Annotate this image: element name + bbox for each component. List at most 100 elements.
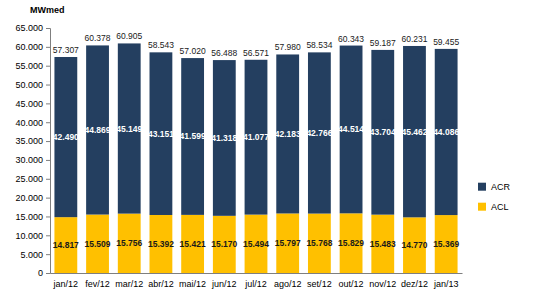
y-axis-line bbox=[46, 29, 51, 274]
data-label: 44.514 bbox=[338, 124, 364, 134]
data-label: 15.509 bbox=[85, 239, 111, 249]
y-tick-label: 45.000 bbox=[15, 99, 43, 109]
chart: 05.00010.00015.00020.00025.00030.00035.0… bbox=[0, 0, 550, 305]
data-label: 43.151 bbox=[148, 129, 174, 139]
y-tick-mark bbox=[46, 103, 50, 104]
y-tick-label: 0 bbox=[38, 268, 43, 278]
data-label: 15.829 bbox=[338, 238, 364, 248]
total-label: 58.543 bbox=[148, 40, 174, 50]
x-tick-label: jun/12 bbox=[211, 279, 237, 289]
x-tick-label: dez/12 bbox=[401, 279, 428, 289]
data-label: 43.704 bbox=[370, 127, 396, 137]
x-tick-label: out/12 bbox=[339, 279, 364, 289]
data-label: 15.768 bbox=[306, 238, 332, 248]
y-tick-label: 35.000 bbox=[15, 136, 43, 146]
data-label: 42.490 bbox=[53, 132, 79, 142]
x-tick-label: ago/12 bbox=[274, 279, 302, 289]
x-tick-label: jul/12 bbox=[244, 279, 267, 289]
x-tick: nov/12 bbox=[369, 273, 396, 289]
data-label: 14.770 bbox=[401, 240, 427, 250]
data-label: 41.318 bbox=[211, 133, 237, 143]
y-tick-label: 15.000 bbox=[15, 212, 43, 222]
data-label: 41.599 bbox=[180, 131, 206, 141]
x-tick: fev/12 bbox=[85, 273, 110, 289]
y-tick-mark bbox=[46, 273, 50, 274]
total-label: 59.455 bbox=[433, 37, 459, 47]
y-tick: 0 bbox=[38, 268, 50, 278]
data-label: 15.170 bbox=[211, 239, 237, 249]
y-tick-mark bbox=[46, 160, 50, 161]
y-tick-label: 20.000 bbox=[15, 193, 43, 203]
y-tick-mark bbox=[46, 235, 50, 236]
x-tick-label: fev/12 bbox=[85, 279, 110, 289]
legend-swatch bbox=[478, 203, 486, 211]
y-tick-mark bbox=[46, 47, 50, 48]
legend-item: ACL bbox=[478, 202, 509, 212]
y-tick-label: 5.000 bbox=[20, 250, 43, 260]
x-tick: jan/12 bbox=[53, 273, 79, 289]
data-label: 42.766 bbox=[306, 128, 332, 138]
total-label: 59.187 bbox=[370, 38, 396, 48]
x-tick: mar/12 bbox=[115, 273, 143, 289]
y-axis: 05.00010.00015.00020.00025.00030.00035.0… bbox=[15, 23, 50, 278]
x-tick-label: set/12 bbox=[307, 279, 332, 289]
y-tick: 5.000 bbox=[20, 250, 50, 260]
total-label: 58.534 bbox=[306, 40, 332, 50]
data-label: 15.421 bbox=[180, 239, 206, 249]
data-label: 15.797 bbox=[275, 238, 301, 248]
total-label: 56.488 bbox=[211, 48, 237, 58]
total-label: 60.231 bbox=[401, 34, 427, 44]
x-tick: jul/12 bbox=[244, 273, 267, 289]
x-tick: mai/12 bbox=[179, 273, 206, 289]
x-axis: jan/12 fev/12 mar/12 abr/12 mai/12 jun/12 jul/… bbox=[51, 273, 463, 289]
x-tick: jun/12 bbox=[211, 273, 237, 289]
x-tick-label: abr/12 bbox=[148, 279, 174, 289]
data-label: 45.149 bbox=[116, 124, 142, 134]
y-tick-label: 10.000 bbox=[15, 231, 43, 241]
x-tick-label: nov/12 bbox=[369, 279, 396, 289]
x-tick: out/12 bbox=[339, 273, 364, 289]
y-tick: 20.000 bbox=[15, 193, 50, 203]
y-tick-mark bbox=[46, 254, 50, 255]
y-tick: 50.000 bbox=[15, 80, 50, 90]
y-tick: 45.000 bbox=[15, 99, 50, 109]
data-label: 44.086 bbox=[433, 127, 459, 137]
y-tick-mark bbox=[46, 66, 50, 67]
bars bbox=[54, 43, 457, 273]
legend: ACR ACL bbox=[478, 182, 511, 212]
data-label: 45.462 bbox=[401, 127, 427, 137]
x-tick-label: mar/12 bbox=[115, 279, 143, 289]
x-tick: abr/12 bbox=[148, 273, 174, 289]
y-tick-label: 40.000 bbox=[15, 118, 43, 128]
total-label: 60.343 bbox=[338, 34, 364, 44]
x-tick-label: jan/13 bbox=[433, 279, 459, 289]
total-label: 56.571 bbox=[243, 48, 269, 58]
total-label: 57.307 bbox=[53, 45, 79, 55]
x-tick-label: mai/12 bbox=[179, 279, 206, 289]
total-label: 60.905 bbox=[116, 31, 142, 41]
total-label: 57.020 bbox=[180, 46, 206, 56]
x-tick: ago/12 bbox=[274, 273, 302, 289]
data-label: 14.817 bbox=[53, 240, 79, 250]
data-label: 44.869 bbox=[85, 125, 111, 135]
y-tick: 65.000 bbox=[15, 23, 50, 33]
y-tick-mark bbox=[46, 141, 50, 142]
total-label: 57.980 bbox=[275, 42, 301, 52]
total-label: 60.378 bbox=[85, 33, 111, 43]
y-tick: 60.000 bbox=[15, 42, 50, 52]
data-label: 41.077 bbox=[243, 132, 269, 142]
y-tick: 30.000 bbox=[15, 155, 50, 165]
data-label: 42.183 bbox=[275, 129, 301, 139]
x-axis-line bbox=[51, 273, 463, 274]
y-axis-title: MWmed bbox=[30, 5, 65, 15]
data-label: 15.494 bbox=[243, 239, 269, 249]
y-tick-label: 60.000 bbox=[15, 42, 43, 52]
plot: 05.00010.00015.00020.00025.00030.00035.0… bbox=[15, 23, 462, 289]
x-tick: jan/13 bbox=[433, 273, 459, 289]
legend-item: ACR bbox=[478, 182, 511, 192]
y-tick: 40.000 bbox=[15, 118, 50, 128]
y-tick-mark bbox=[46, 85, 50, 86]
x-tick: dez/12 bbox=[401, 273, 428, 289]
y-tick-label: 30.000 bbox=[15, 155, 43, 165]
y-tick-label: 65.000 bbox=[15, 23, 43, 33]
